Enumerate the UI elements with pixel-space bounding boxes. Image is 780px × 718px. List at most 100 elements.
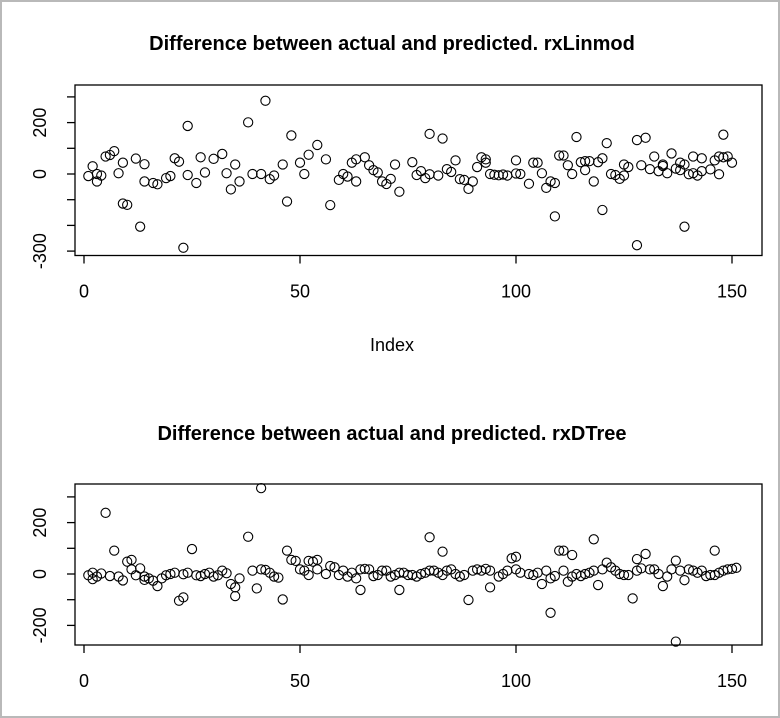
data-point <box>394 186 405 197</box>
data-point <box>230 159 241 170</box>
data-point <box>368 570 379 582</box>
data-point <box>541 182 552 194</box>
data-point <box>260 95 271 106</box>
x-tick-label: 100 <box>501 282 531 302</box>
data-point <box>281 196 293 207</box>
data-point <box>605 168 617 180</box>
data-point <box>234 573 245 584</box>
data-point <box>117 157 129 168</box>
x-tick-label: 0 <box>79 671 89 691</box>
data-point <box>294 564 306 575</box>
data-point <box>251 583 262 594</box>
data-point <box>696 153 707 164</box>
x-tick-label: 50 <box>290 671 310 691</box>
data-point <box>657 580 669 592</box>
data-point <box>545 176 556 187</box>
data-point <box>454 571 465 582</box>
data-point <box>135 221 146 232</box>
data-point <box>268 571 280 582</box>
data-point <box>273 572 284 583</box>
data-point <box>592 579 604 591</box>
data-point <box>670 636 681 647</box>
data-point <box>394 584 405 596</box>
data-point <box>351 573 362 584</box>
data-point <box>640 132 651 143</box>
plot-box <box>74 483 763 646</box>
data-point <box>670 555 681 566</box>
data-point <box>713 151 725 162</box>
data-point <box>467 565 478 576</box>
data-point <box>152 179 163 190</box>
data-point <box>489 169 500 180</box>
data-point <box>467 176 478 187</box>
plot-box <box>74 84 763 257</box>
data-point <box>636 160 647 171</box>
x-axis-label-index: Index <box>369 335 415 355</box>
data-point <box>407 157 418 168</box>
y-tick-label: 0 <box>30 169 50 179</box>
data-point <box>510 155 522 166</box>
plot-rxdtree: 0 50 100 150 200 0 -200 <box>30 483 763 691</box>
data-point <box>100 507 111 518</box>
data-point <box>679 221 690 232</box>
data-point <box>87 161 98 172</box>
data-point <box>623 569 634 581</box>
data-point <box>329 562 340 573</box>
data-point <box>359 563 370 575</box>
data-point <box>243 117 254 128</box>
x-tick-label: 150 <box>717 282 747 302</box>
data-point <box>234 176 245 187</box>
data-point <box>135 563 146 574</box>
data-point <box>459 569 470 581</box>
data-point <box>178 592 189 603</box>
data-point <box>186 543 198 555</box>
data-point <box>549 211 561 222</box>
data-point <box>415 568 427 580</box>
data-point <box>320 154 332 165</box>
data-point <box>709 545 720 556</box>
data-point <box>243 531 254 542</box>
data-point <box>463 183 474 195</box>
data-point <box>286 554 297 566</box>
x-tick-label: 100 <box>501 671 531 691</box>
data-point <box>217 148 228 160</box>
data-point <box>731 562 742 573</box>
data-point <box>567 168 578 180</box>
plot-title-rxdtree: Difference between actual and predicted.… <box>157 423 627 445</box>
data-point <box>536 578 548 590</box>
y-tick-label: -300 <box>30 233 50 269</box>
data-point <box>424 532 435 543</box>
data-point <box>631 240 643 251</box>
data-point <box>562 160 573 171</box>
data-point <box>182 169 193 181</box>
data-point <box>255 483 267 494</box>
data-point <box>579 568 591 580</box>
data-point <box>718 152 729 163</box>
data-point <box>545 607 556 618</box>
data-point <box>139 176 150 187</box>
data-point <box>441 565 453 576</box>
data-point <box>325 560 336 572</box>
data-point <box>571 131 582 143</box>
data-point <box>618 569 630 581</box>
data-point <box>666 564 677 575</box>
data-point <box>623 161 634 173</box>
data-point <box>471 161 483 173</box>
data-point <box>277 594 288 605</box>
data-point <box>510 168 522 179</box>
data-point <box>579 164 591 176</box>
data-point <box>679 159 690 170</box>
x-tick-label: 150 <box>717 671 747 691</box>
data-point <box>247 168 258 180</box>
data-point <box>130 153 141 164</box>
data-point <box>726 157 738 168</box>
data-point <box>679 575 690 586</box>
data-point <box>649 151 660 162</box>
data-point <box>286 130 297 141</box>
data-point <box>376 565 388 576</box>
data-point <box>549 570 561 582</box>
data-point <box>113 168 124 179</box>
data-point <box>558 565 569 576</box>
data-point <box>195 152 206 163</box>
